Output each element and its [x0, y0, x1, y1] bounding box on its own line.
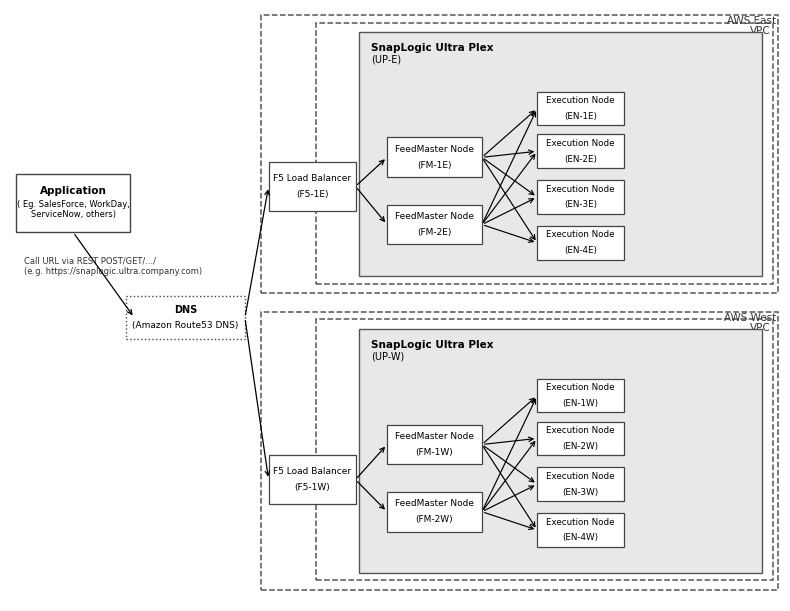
Text: (EN-3W): (EN-3W): [562, 488, 599, 497]
Text: Execution Node: Execution Node: [547, 230, 615, 240]
Text: Execution Node: Execution Node: [547, 185, 615, 194]
Text: (F5-1W): (F5-1W): [294, 483, 330, 492]
Text: (F5-1E): (F5-1E): [295, 190, 329, 199]
Text: Execution Node: Execution Node: [547, 518, 615, 527]
Bar: [537, 513, 624, 547]
Bar: [537, 134, 624, 168]
Text: VPC: VPC: [750, 323, 770, 332]
Bar: [359, 32, 762, 276]
Text: (FM-1E): (FM-1E): [417, 161, 452, 170]
Text: Execution Node: Execution Node: [547, 96, 615, 105]
Bar: [537, 180, 624, 214]
Text: (EN-4E): (EN-4E): [564, 246, 597, 255]
Text: SnapLogic Ultra Plex: SnapLogic Ultra Plex: [371, 43, 494, 53]
Text: (EN-1W): (EN-1W): [562, 399, 599, 408]
Bar: [387, 425, 482, 464]
Text: (EN-3E): (EN-3E): [564, 200, 597, 210]
Text: Execution Node: Execution Node: [547, 139, 615, 148]
Text: Execution Node: Execution Node: [547, 383, 615, 392]
Bar: [16, 174, 130, 232]
Text: (Amazon Route53 DNS): (Amazon Route53 DNS): [133, 321, 239, 330]
Bar: [316, 23, 773, 284]
Text: VPC: VPC: [750, 26, 770, 35]
Bar: [316, 319, 773, 580]
Text: FeedMaster Node: FeedMaster Node: [395, 145, 474, 154]
Text: F5 Load Balancer: F5 Load Balancer: [273, 467, 351, 476]
Text: Call URL via REST POST/GET/.../
(e.g. https://snaplogic.ultra.company.com): Call URL via REST POST/GET/.../ (e.g. ht…: [24, 257, 201, 276]
Text: FeedMaster Node: FeedMaster Node: [395, 212, 474, 221]
Bar: [387, 492, 482, 532]
Text: (EN-2E): (EN-2E): [564, 155, 597, 164]
Bar: [269, 455, 356, 504]
Text: (EN-2W): (EN-2W): [562, 442, 599, 451]
Text: (EN-1E): (EN-1E): [564, 112, 597, 121]
Text: (FM-2E): (FM-2E): [417, 228, 452, 237]
Text: F5 Load Balancer: F5 Load Balancer: [273, 174, 351, 183]
Text: FeedMaster Node: FeedMaster Node: [395, 432, 474, 441]
Bar: [537, 92, 624, 125]
Text: Application: Application: [40, 186, 107, 196]
Text: AWS West: AWS West: [724, 313, 776, 323]
Text: (FM-2W): (FM-2W): [416, 515, 453, 524]
Bar: [261, 312, 778, 590]
Bar: [261, 15, 778, 293]
Text: ( Eg. SalesForce, WorkDay,
ServiceNow, others): ( Eg. SalesForce, WorkDay, ServiceNow, o…: [17, 200, 130, 219]
Text: DNS: DNS: [174, 305, 198, 315]
Text: (UP-W): (UP-W): [371, 352, 404, 362]
Text: SnapLogic Ultra Plex: SnapLogic Ultra Plex: [371, 340, 494, 349]
Bar: [537, 467, 624, 501]
Bar: [537, 422, 624, 455]
Bar: [387, 205, 482, 244]
Text: Execution Node: Execution Node: [547, 472, 615, 481]
Text: Execution Node: Execution Node: [547, 426, 615, 435]
Bar: [387, 137, 482, 177]
Bar: [537, 226, 624, 260]
Text: (EN-4W): (EN-4W): [562, 533, 599, 543]
Bar: [269, 162, 356, 211]
Bar: [359, 329, 762, 573]
Text: (FM-1W): (FM-1W): [416, 448, 453, 457]
Bar: [537, 379, 624, 412]
Bar: [126, 296, 245, 339]
Text: AWS East: AWS East: [727, 16, 776, 26]
Text: FeedMaster Node: FeedMaster Node: [395, 499, 474, 508]
Text: (UP-E): (UP-E): [371, 55, 401, 65]
